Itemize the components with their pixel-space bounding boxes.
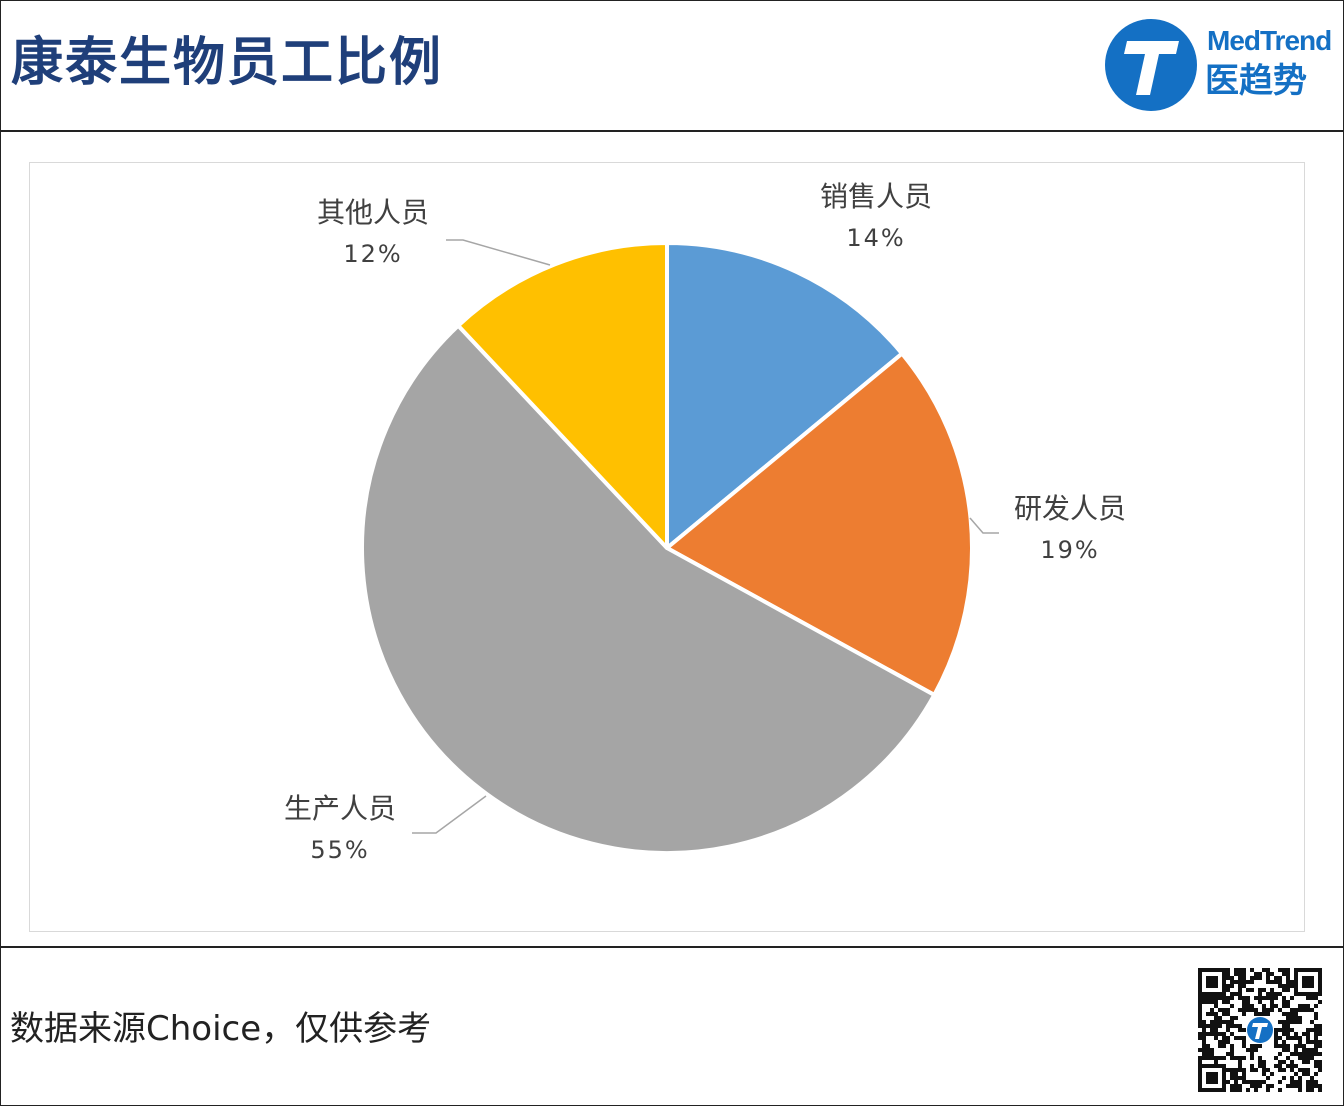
data-label-category-other: 其他人员 [317, 196, 429, 229]
data-label-value-production: 55% [310, 836, 369, 864]
leader-line-rnd [969, 517, 999, 534]
pie-slice-sales [665, 241, 905, 550]
qr-code-icon [1198, 968, 1322, 1092]
logo-chinese: 医趋势 [1205, 61, 1307, 101]
data-label-category-production: 生产人员 [284, 792, 396, 825]
leader-line-other [446, 239, 551, 266]
data-label-value-sales: 14% [846, 224, 905, 252]
pie-slice-production [360, 323, 937, 855]
leader-line-production [412, 795, 487, 834]
data-label-category-rnd: 研发人员 [1014, 492, 1126, 525]
pie-slice-other [456, 241, 669, 550]
logo-english: MedTrend [1207, 25, 1332, 56]
data-label-category-sales: 销售人员 [820, 180, 932, 213]
logo-t-icon [1105, 19, 1197, 111]
brand-logo: MedTrend 医趋势 [1105, 19, 1335, 117]
data-label-value-rnd: 19% [1040, 536, 1099, 564]
chart-panel: 销售人员 14% 研发人员 19% 生产人员 55% 其他人员 12% [29, 162, 1305, 932]
data-label-value-other: 12% [343, 240, 402, 268]
pie-chart: 销售人员 14% 研发人员 19% 生产人员 55% 其他人员 12% [284, 180, 1126, 864]
header: 康泰生物员工比例 MedTrend 医趋势 [1, 1, 1343, 132]
data-source-note: 数据来源Choice，仅供参考 [10, 1009, 432, 1049]
page-title: 康泰生物员工比例 [11, 33, 444, 93]
footer-divider [1, 946, 1343, 948]
